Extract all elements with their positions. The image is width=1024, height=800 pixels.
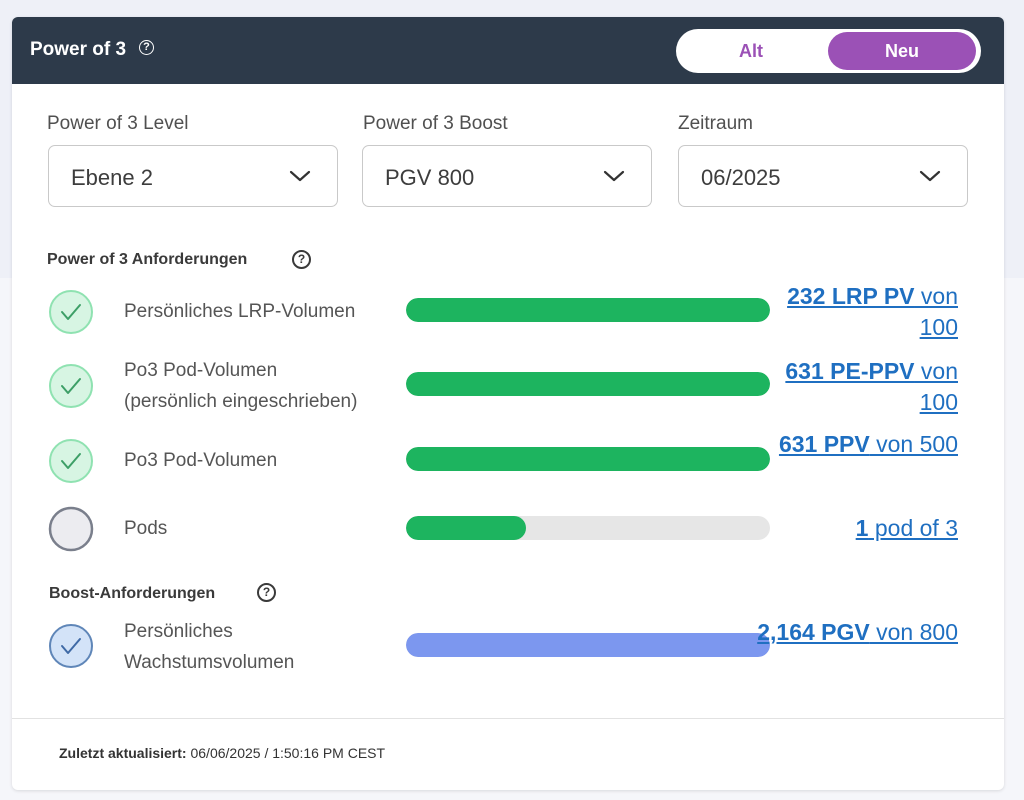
requirement-label: Pods	[124, 518, 168, 539]
chevron-down-icon	[919, 170, 941, 182]
progress-fill	[406, 447, 770, 471]
last-updated: Zuletzt aktualisiert: 06/06/2025 / 1:50:…	[59, 745, 386, 761]
check-complete-icon	[49, 439, 93, 483]
period-select-value: 06/2025	[701, 165, 781, 190]
status-incomplete-icon	[48, 506, 94, 552]
chevron-down-icon	[289, 170, 311, 182]
requirements-title: Power of 3 Anforderungen	[47, 251, 248, 268]
progress-fill	[406, 633, 770, 657]
progress-fill	[406, 298, 770, 322]
version-toggle: Alt Neu	[676, 29, 981, 73]
requirement-value-link[interactable]: 232 LRP PV von 100	[787, 283, 958, 340]
requirement-progress-bar	[406, 447, 770, 471]
footer-divider	[12, 718, 1004, 719]
check-boost-icon	[49, 624, 93, 668]
requirement-value-link[interactable]: 631 PE-PPV von 100	[785, 358, 958, 415]
requirement-value-link[interactable]: 1 pod of 3	[855, 515, 958, 541]
check-complete-icon	[49, 364, 93, 408]
card-title: Power of 3	[30, 39, 127, 60]
requirement-label: Persönliches LRP-Volumen	[124, 301, 356, 322]
progress-fill	[406, 372, 770, 396]
help-icon[interactable]: ?	[257, 583, 276, 602]
card-header: Power of 3 ? Alt Neu	[12, 17, 1004, 84]
boost-value-link[interactable]: 2,164 PGV von 800	[757, 619, 958, 645]
requirement-progress-bar	[406, 298, 770, 322]
boost-select[interactable]: PGV 800	[362, 145, 652, 207]
requirement-progress-bar	[406, 372, 770, 396]
check-complete-icon	[49, 290, 93, 334]
period-select[interactable]: 06/2025	[678, 145, 968, 207]
toggle-option-neu[interactable]: Neu	[828, 32, 976, 70]
requirement-label: Persönliches Wachstumsvolumen	[124, 621, 295, 673]
requirement-label: Po3 Pod-Volumen (persönlich eingeschrieb…	[124, 360, 358, 412]
help-icon[interactable]: ?	[139, 40, 154, 55]
level-select-value: Ebene 2	[71, 165, 153, 190]
boost-requirements-title: Boost-Anforderungen	[49, 585, 216, 602]
requirement-label: Po3 Pod-Volumen	[124, 450, 278, 471]
requirement-value-link[interactable]: 631 PPV von 500	[778, 431, 958, 457]
chevron-down-icon	[603, 170, 625, 182]
level-label: Power of 3 Level	[47, 113, 189, 134]
requirement-progress-bar	[406, 516, 770, 540]
power-of-3-card: Power of 3 ? Alt Neu Power of 3 Level Eb…	[12, 17, 1004, 790]
progress-fill	[406, 516, 527, 540]
level-select[interactable]: Ebene 2	[48, 145, 338, 207]
help-icon[interactable]: ?	[292, 250, 311, 269]
toggle-option-alt[interactable]: Alt	[739, 41, 763, 61]
period-label: Zeitraum	[678, 113, 753, 134]
boost-progress-bar	[406, 633, 770, 657]
boost-select-value: PGV 800	[385, 165, 475, 190]
boost-label: Power of 3 Boost	[363, 113, 508, 134]
